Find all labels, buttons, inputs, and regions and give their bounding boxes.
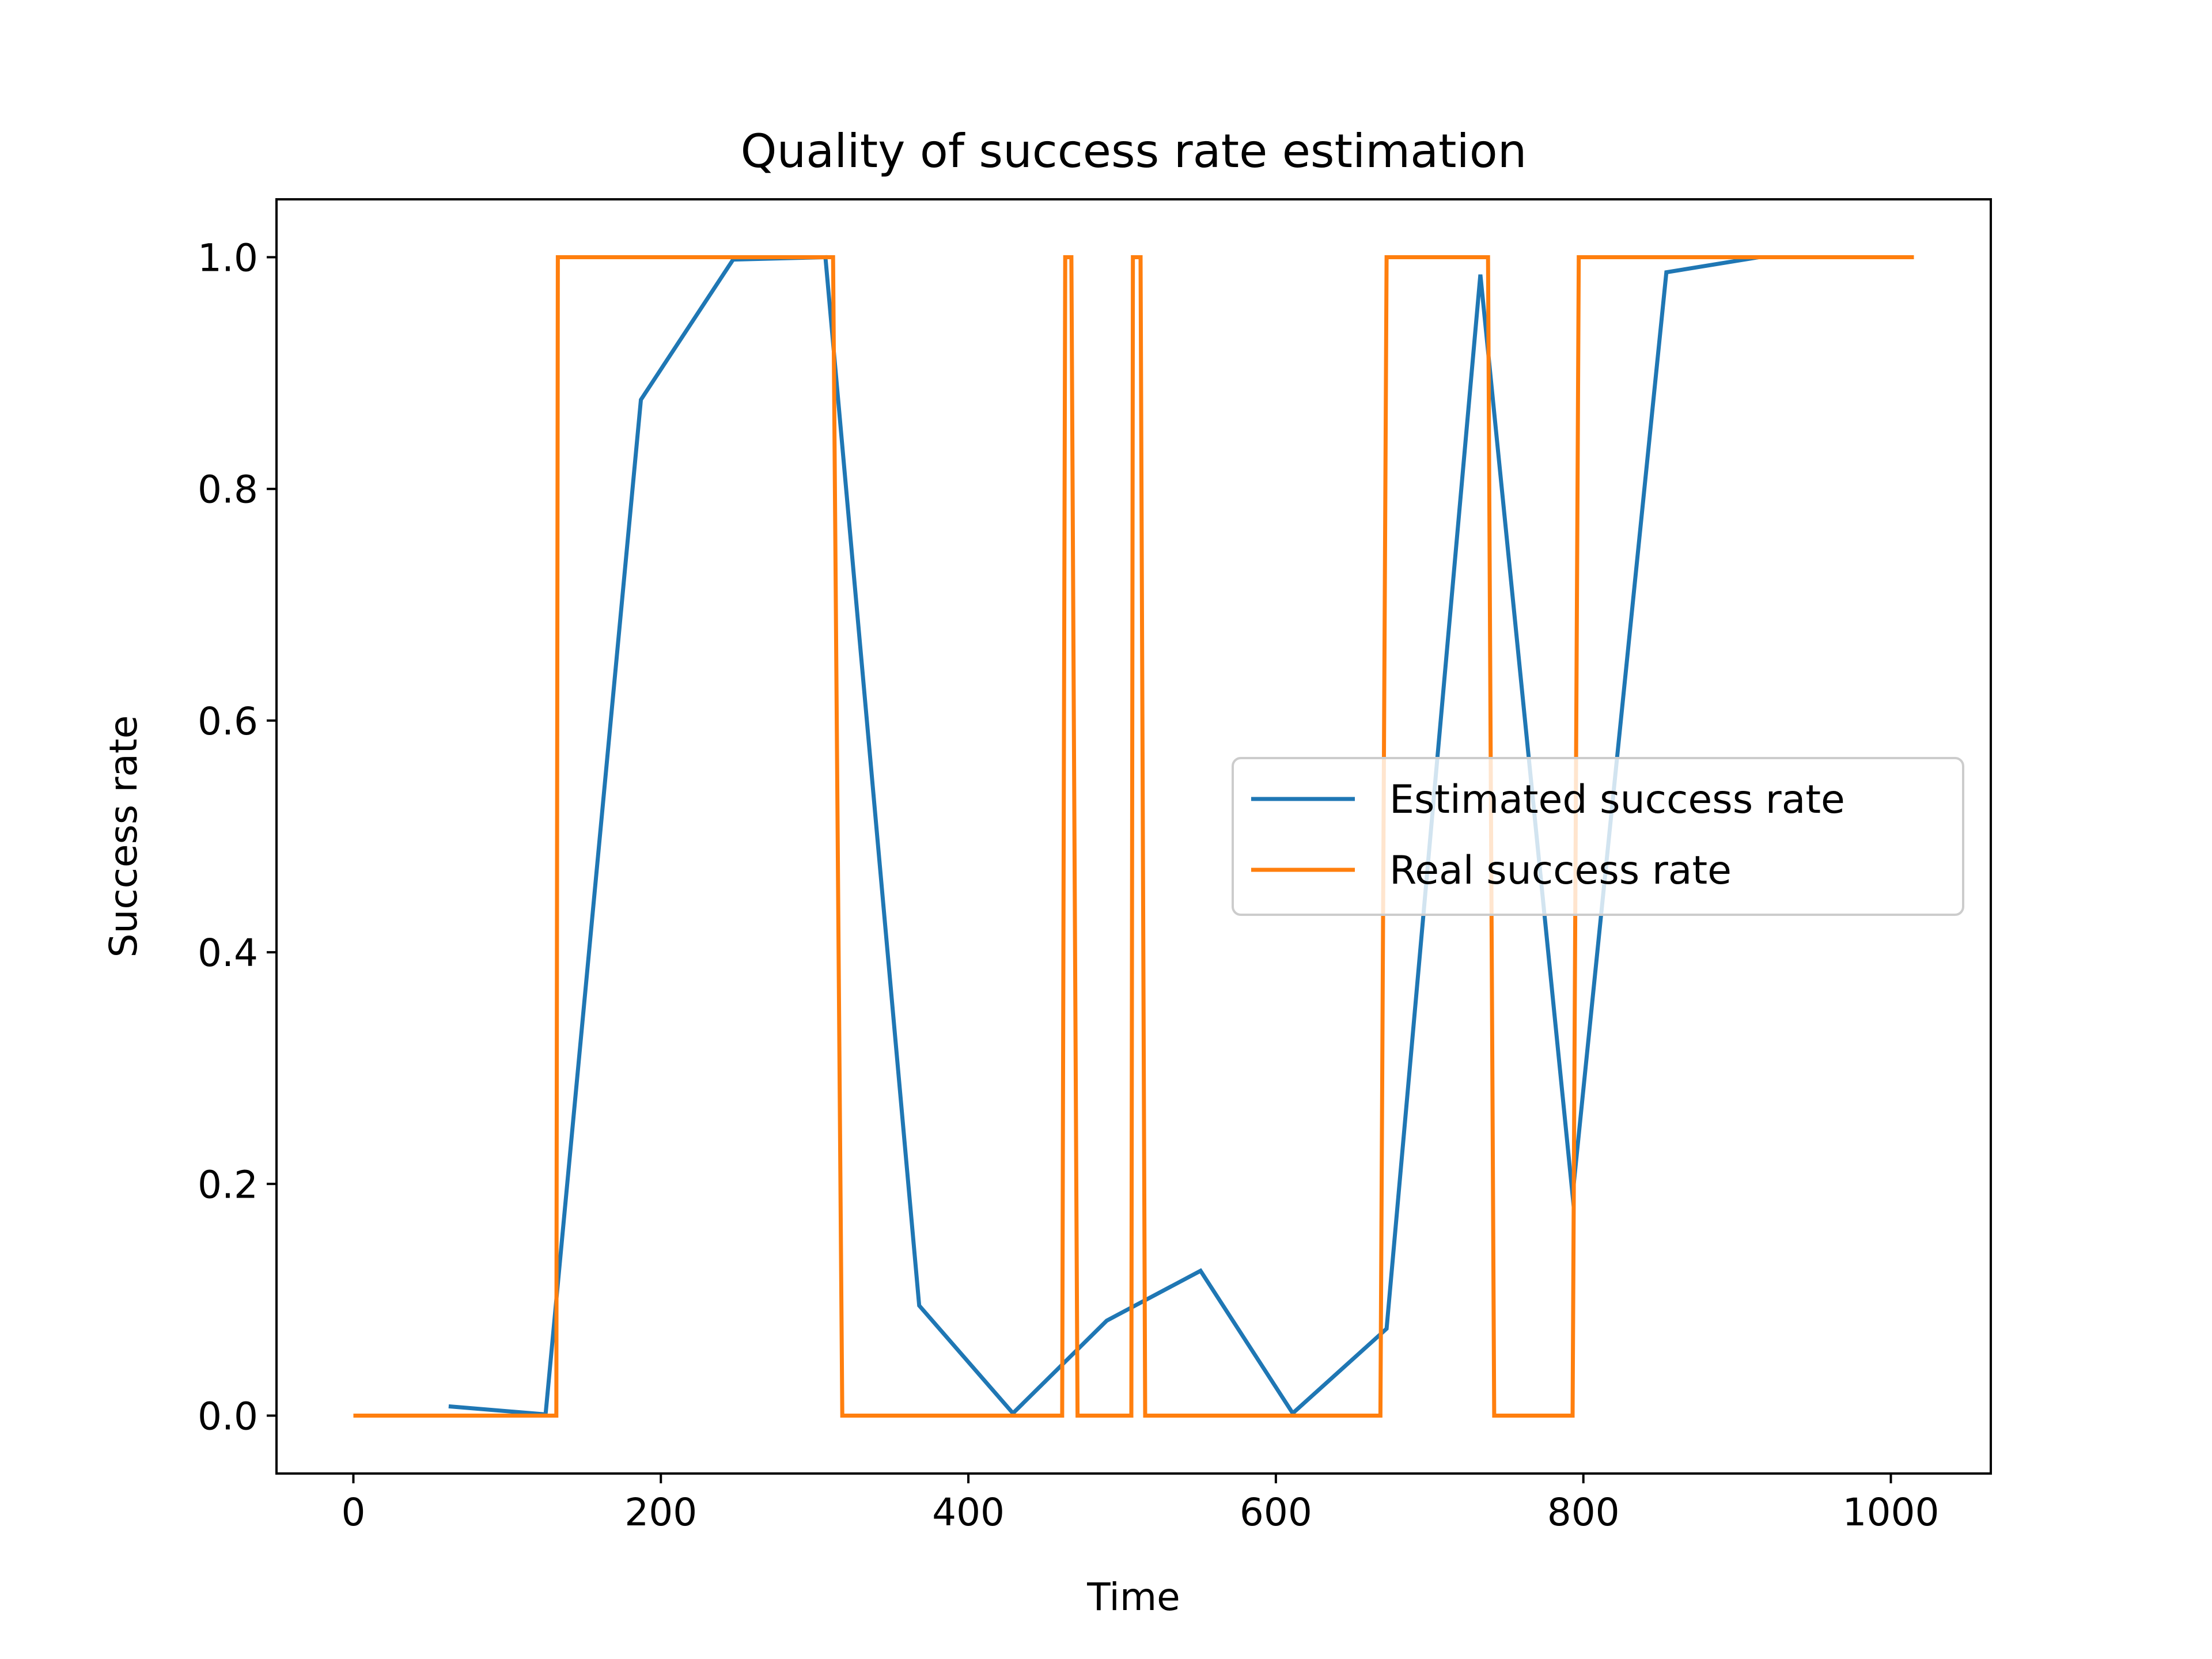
y-tick-label: 0.6 [198,699,258,744]
x-axis: 0 200 400 600 800 1000 [341,1474,1939,1535]
chart-title: Quality of success rate estimation [741,124,1527,178]
legend: Estimated success rate Real success rate [1232,757,1964,916]
x-tick-label: 0 [341,1490,365,1535]
y-tick-label: 0.8 [198,468,258,512]
axes-frame [275,198,1992,1475]
x-tick-label: 1000 [1843,1490,1940,1535]
legend-box [1232,757,1964,916]
y-tick-label: 0.0 [198,1394,258,1438]
y-axis-label: Success rate [101,715,146,958]
y-axis: 0.0 0.2 0.4 0.6 0.8 1.0 [198,236,276,1438]
legend-label-real: Real success rate [1389,848,1732,893]
x-tick-label: 800 [1547,1490,1620,1535]
y-tick-label: 1.0 [198,236,258,281]
x-tick-label: 600 [1240,1490,1312,1535]
y-tick-label: 0.2 [198,1162,258,1207]
x-axis-label: Time [1086,1575,1180,1619]
legend-label-estimated: Estimated success rate [1389,777,1845,823]
series-line-estimated [448,255,1914,1417]
y-tick-label: 0.4 [198,931,258,975]
plot-area [353,255,1914,1418]
x-tick-label: 200 [624,1490,697,1535]
x-tick-label: 400 [932,1490,1005,1535]
series-line-real [353,255,1914,1418]
